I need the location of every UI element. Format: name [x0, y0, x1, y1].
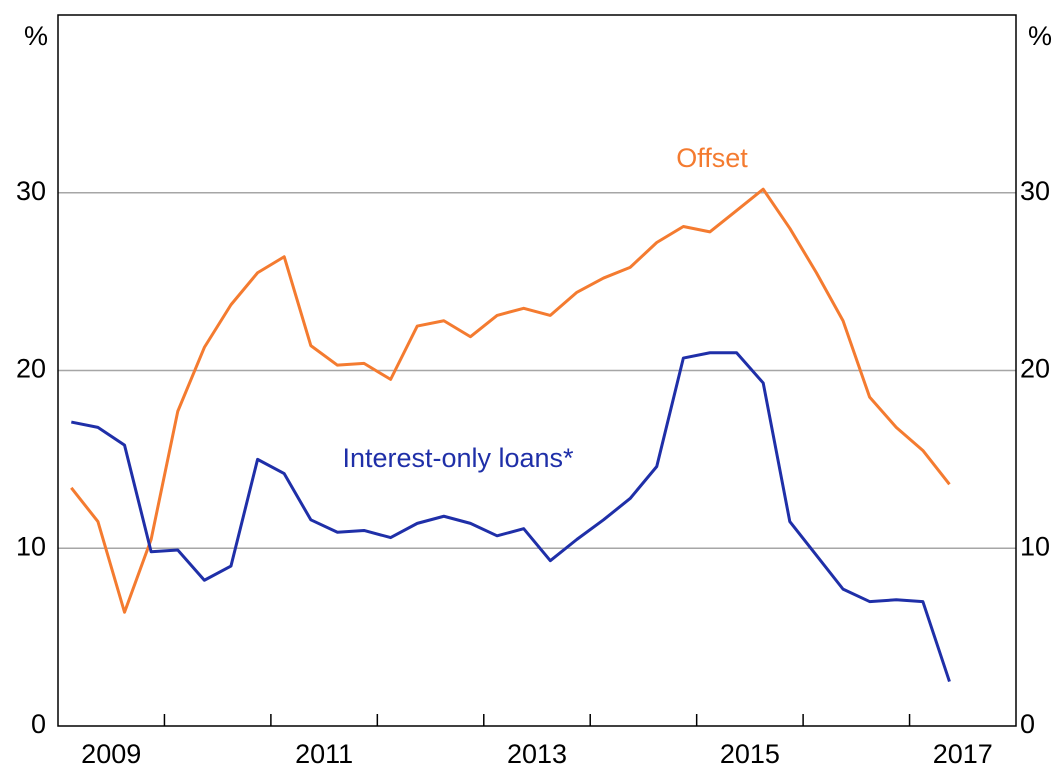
y2-tick-label: 10	[1020, 531, 1050, 561]
line-series	[70, 187, 951, 614]
y-axis-label: %	[24, 21, 48, 51]
y-tick-label: 10	[16, 531, 46, 561]
x-tick-label: 2011	[295, 739, 353, 769]
x-tick-label: 2017	[933, 739, 993, 769]
x-tick-label: 2015	[720, 739, 780, 769]
y2-tick-label: 20	[1020, 354, 1050, 384]
x-tick-label: 2013	[507, 739, 567, 769]
y2-tick-label: 0	[1020, 709, 1035, 739]
y-tick-label: 30	[16, 176, 46, 206]
y2-axis-label: %	[1028, 21, 1052, 51]
line-series	[71, 351, 951, 683]
y-tick-label: 20	[16, 354, 46, 384]
y2-tick-label: 30	[1020, 176, 1050, 206]
x-tick-label: 2009	[81, 739, 141, 769]
series-label: Interest-only loans*	[342, 443, 574, 473]
plot-frame	[57, 14, 1017, 727]
series-label: Offset	[676, 143, 748, 173]
y-tick-label: 0	[31, 709, 46, 739]
